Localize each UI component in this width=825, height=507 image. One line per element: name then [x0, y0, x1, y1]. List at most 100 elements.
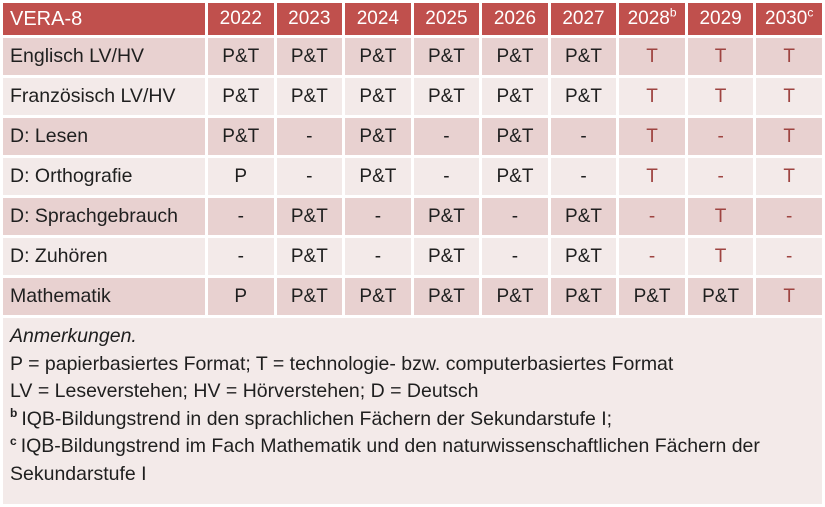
- note-c-text: IQB-Bildungstrend im Fach Mathematik und…: [10, 435, 760, 485]
- year-header-2022: 2022: [208, 3, 274, 35]
- table-row: D: Orthografie P - P&T - P&T - T - T: [3, 158, 822, 195]
- format-cell: P&T: [413, 238, 480, 275]
- format-cell: T: [619, 118, 685, 155]
- format-cell: T: [619, 38, 685, 75]
- year-header-2028: 2028b: [619, 3, 685, 35]
- format-cell: -: [619, 238, 685, 275]
- format-cell: T: [756, 278, 822, 315]
- format-cell: P&T: [208, 78, 274, 115]
- table-body: Englisch LV/HV P&T P&T P&T P&T P&T P&T T T T Franz…: [3, 38, 822, 315]
- note-format-legend: P = papierbasiertes Format; T = technolo…: [10, 352, 674, 375]
- row-label: Englisch LV/HV: [3, 38, 205, 75]
- format-cell: P&T: [345, 38, 411, 75]
- year-header-2030: 2030c: [756, 3, 822, 35]
- format-cell: P&T: [482, 38, 548, 75]
- format-cell: -: [550, 158, 617, 195]
- format-cell: -: [619, 198, 685, 235]
- format-cell: -: [756, 198, 822, 235]
- format-cell: -: [687, 158, 754, 195]
- table-row: D: Lesen P&T - P&T - P&T - T - T: [3, 118, 822, 155]
- format-cell: P&T: [482, 78, 548, 115]
- format-cell: -: [276, 118, 343, 155]
- format-cell: P&T: [276, 38, 343, 75]
- format-cell: P&T: [550, 238, 617, 275]
- format-cell: P&T: [482, 158, 548, 195]
- format-cell: -: [482, 238, 548, 275]
- year-header-2025: 2025: [413, 3, 480, 35]
- format-cell: T: [687, 198, 754, 235]
- note-b-marker: b: [10, 406, 18, 420]
- vera8-table: VERA-8 2022 2023 2024 2025 2026 2027 2028b 2029…: [3, 3, 822, 315]
- format-cell: P&T: [550, 38, 617, 75]
- format-cell: P&T: [208, 38, 274, 75]
- format-cell: -: [276, 158, 343, 195]
- row-label: D: Lesen: [3, 118, 205, 155]
- format-cell: -: [208, 238, 274, 275]
- table-title: VERA-8: [3, 3, 205, 35]
- year-header-2023: 2023: [276, 3, 343, 35]
- format-cell: -: [413, 158, 480, 195]
- format-cell: P&T: [276, 198, 343, 235]
- table-row: Mathematik P P&T P&T P&T P&T P&T P&T P&T T: [3, 278, 822, 315]
- format-cell: P&T: [619, 278, 685, 315]
- format-cell: P&T: [276, 78, 343, 115]
- note-abbreviation-legend: LV = Leseverstehen; HV = Hörverstehen; D…: [10, 380, 479, 402]
- format-cell: T: [619, 78, 685, 115]
- table-row: Englisch LV/HV P&T P&T P&T P&T P&T P&T T T T: [3, 38, 822, 75]
- table-row: D: Zuhören - P&T - P&T - P&T - T -: [3, 238, 822, 275]
- format-cell: P&T: [413, 78, 480, 115]
- footnote-marker-b: b: [669, 5, 677, 20]
- footnote-marker-c: c: [807, 5, 814, 20]
- format-cell: -: [208, 198, 274, 235]
- format-cell: P&T: [345, 278, 411, 315]
- year-header-2029: 2029: [687, 3, 754, 35]
- format-cell: -: [482, 198, 548, 235]
- notes-block: Anmerkungen. P = papierbasiertes Format;…: [3, 318, 822, 504]
- format-cell: P&T: [482, 118, 548, 155]
- format-cell: P: [208, 278, 274, 315]
- format-cell: P&T: [413, 278, 480, 315]
- year-header-2024: 2024: [345, 3, 411, 35]
- header-row: VERA-8 2022 2023 2024 2025 2026 2027 2028b 2029…: [3, 3, 822, 35]
- format-cell: P&T: [345, 118, 411, 155]
- format-cell: P&T: [550, 278, 617, 315]
- format-cell: P: [208, 158, 274, 195]
- note-b: b IQB-Bildungstrend in den sprachlichen F…: [10, 406, 812, 434]
- note-c: c IQB-Bildungstrend im Fach Mathematik un…: [10, 433, 812, 488]
- row-label: Mathematik: [3, 278, 205, 315]
- row-label: D: Orthografie: [3, 158, 205, 195]
- format-cell: P&T: [345, 78, 411, 115]
- format-cell: T: [756, 118, 822, 155]
- format-cell: T: [619, 158, 685, 195]
- format-cell: T: [687, 238, 754, 275]
- year-header-2026: 2026: [482, 3, 548, 35]
- year-header-2027: 2027: [550, 3, 617, 35]
- format-cell: P&T: [208, 118, 274, 155]
- format-cell: P&T: [276, 278, 343, 315]
- format-cell: -: [550, 118, 617, 155]
- format-cell: T: [756, 38, 822, 75]
- format-cell: -: [687, 118, 754, 155]
- format-cell: -: [345, 238, 411, 275]
- note-c-marker: c: [10, 433, 17, 448]
- format-cell: T: [687, 38, 754, 75]
- row-label: Französisch LV/HV: [3, 78, 205, 115]
- format-cell: T: [756, 78, 822, 115]
- format-cell: T: [756, 158, 822, 195]
- row-label: D: Sprachgebrauch: [3, 198, 205, 235]
- format-cell: T: [687, 78, 754, 115]
- format-cell: P&T: [550, 78, 617, 115]
- format-cell: P&T: [550, 198, 617, 235]
- table-row: D: Sprachgebrauch - P&T - P&T - P&T - T -: [3, 198, 822, 235]
- format-cell: P&T: [687, 278, 754, 315]
- note-b-text: IQB-Bildungstrend in den sprachlichen Fä…: [21, 407, 613, 430]
- row-label: D: Zuhören: [3, 238, 205, 275]
- format-cell: P&T: [345, 158, 411, 195]
- format-cell: P&T: [413, 38, 480, 75]
- table-row: Französisch LV/HV P&T P&T P&T P&T P&T P&T T T T: [3, 78, 822, 115]
- format-cell: -: [413, 118, 480, 155]
- notes-heading: Anmerkungen.: [10, 325, 137, 347]
- format-cell: -: [345, 198, 411, 235]
- format-cell: P&T: [482, 278, 548, 315]
- format-cell: P&T: [413, 198, 480, 235]
